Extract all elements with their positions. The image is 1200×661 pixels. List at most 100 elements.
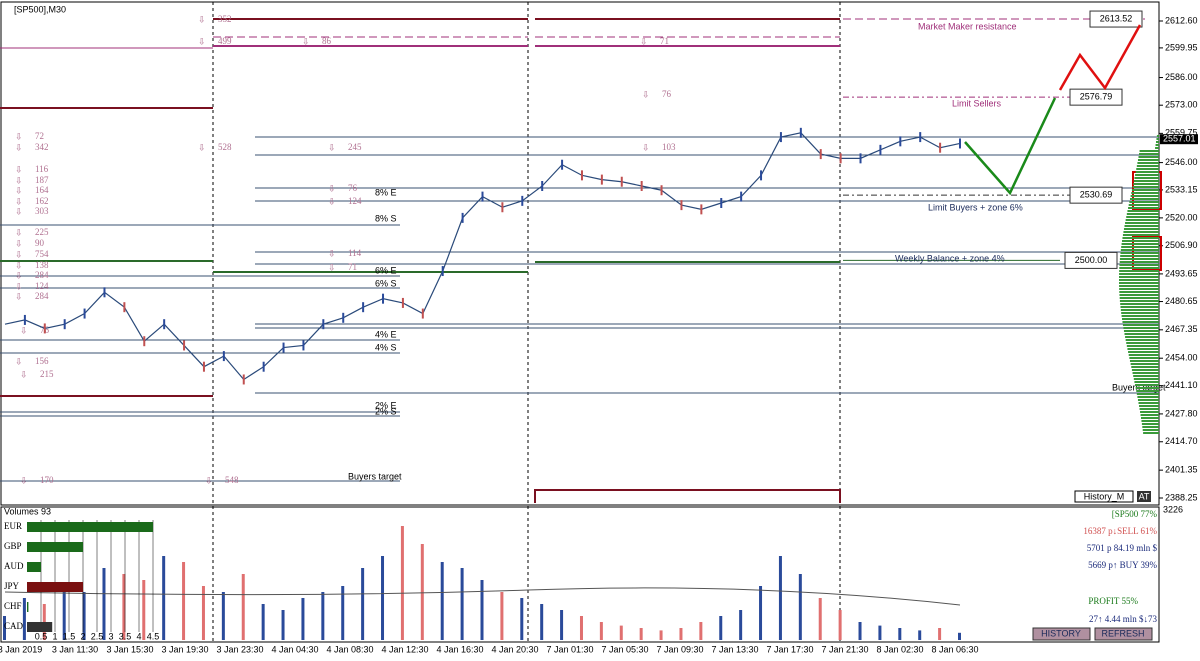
order-label: 71 bbox=[660, 36, 669, 46]
order-arrow: ⇩ bbox=[328, 196, 336, 206]
order-arrow: ⇩ bbox=[20, 475, 28, 485]
order-arrow: ⇩ bbox=[198, 14, 206, 24]
volume-bar bbox=[579, 616, 583, 640]
order-label: 225 bbox=[35, 227, 49, 237]
zone-label: 2% S bbox=[375, 406, 397, 416]
time-label: 7 Jan 09:30 bbox=[656, 644, 703, 654]
zone-label: 8% E bbox=[375, 187, 397, 197]
order-label: 138 bbox=[35, 260, 49, 270]
currency-tick: 2.5 bbox=[91, 631, 104, 641]
currency-bar bbox=[27, 562, 41, 572]
volume-bar bbox=[898, 628, 902, 640]
time-label: 3 Jan 23:30 bbox=[216, 644, 263, 654]
volume-bar bbox=[958, 632, 961, 640]
order-label: 76 bbox=[348, 183, 358, 193]
order-label: 156 bbox=[35, 356, 49, 366]
time-label: 8 Jan 06:30 bbox=[931, 644, 978, 654]
currency-tick: 4 bbox=[136, 631, 141, 641]
volume-bar bbox=[639, 628, 643, 640]
order-arrow: ⇩ bbox=[15, 270, 23, 280]
volume-bar bbox=[818, 598, 822, 640]
time-label: 3 Jan 15:30 bbox=[106, 644, 153, 654]
order-arrow: ⇩ bbox=[15, 206, 23, 216]
time-label: 3 Jan 2019 bbox=[0, 644, 42, 654]
price-label: 2520.00 bbox=[1165, 212, 1198, 222]
zone-label: 6% E bbox=[375, 265, 397, 275]
currency-name: GBP bbox=[4, 541, 22, 551]
time-label: 7 Jan 21:30 bbox=[821, 644, 868, 654]
level-value: 2500.00 bbox=[1075, 255, 1108, 265]
zone-label: 6% S bbox=[375, 278, 397, 288]
volume-bar bbox=[201, 586, 205, 640]
volume-bar bbox=[321, 592, 325, 640]
panel-line: 16387 p↓SELL 61% bbox=[1083, 526, 1157, 536]
order-label: 303 bbox=[35, 206, 49, 216]
zone-label: 2% E bbox=[375, 400, 397, 410]
forecast-arrow bbox=[964, 97, 1057, 196]
order-arrow: ⇩ bbox=[20, 369, 28, 379]
price-label: 2533.15 bbox=[1165, 184, 1198, 194]
volume-frame bbox=[0, 506, 1160, 643]
volume-bar bbox=[838, 610, 842, 640]
volume-bar bbox=[599, 622, 603, 640]
level-text: Market Maker resistance bbox=[918, 21, 1017, 31]
order-label: 187 bbox=[35, 175, 49, 185]
currency-tick: 1 bbox=[52, 631, 57, 641]
order-label: 164 bbox=[35, 185, 49, 195]
volume-bar bbox=[261, 604, 265, 640]
level-box bbox=[1089, 10, 1143, 28]
time-label: 7 Jan 13:30 bbox=[711, 644, 758, 654]
panel-button-label[interactable]: REFRESH bbox=[1101, 628, 1144, 638]
at-badge-label: AT bbox=[1139, 491, 1150, 501]
volume-bar bbox=[460, 568, 464, 640]
volume-bar bbox=[22, 598, 26, 640]
price-label: 2506.90 bbox=[1165, 240, 1198, 250]
panel-button[interactable] bbox=[1032, 627, 1091, 641]
order-label: 284 bbox=[35, 270, 49, 280]
order-arrow: ⇩ bbox=[15, 142, 23, 152]
price-label: 2612.60 bbox=[1165, 15, 1198, 25]
profit: PROFIT 55% bbox=[1088, 596, 1138, 606]
price-label: 2414.70 bbox=[1165, 436, 1198, 446]
current-price: 2557.01 bbox=[1163, 134, 1196, 144]
order-label: 499 bbox=[218, 36, 232, 46]
order-arrow: ⇩ bbox=[15, 131, 23, 141]
volumes-title: Volumes 93 bbox=[4, 506, 51, 516]
volume-bar bbox=[560, 610, 564, 640]
order-arrow: ⇩ bbox=[15, 291, 23, 301]
volume-axis-top: 3226 bbox=[1163, 504, 1183, 514]
panel-button[interactable] bbox=[1094, 627, 1153, 641]
panel-line: 5701 p 84.19 mln $ bbox=[1087, 543, 1158, 553]
price-label: 2599.95 bbox=[1165, 42, 1198, 52]
price-label: 2493.65 bbox=[1165, 268, 1198, 278]
forecast-arrow bbox=[1058, 24, 1142, 91]
volume-bar bbox=[162, 556, 166, 640]
order-label: 90 bbox=[35, 238, 45, 248]
currency-bar bbox=[27, 522, 153, 532]
price-label: 2546.00 bbox=[1165, 157, 1198, 167]
history-tab-label[interactable]: History_M bbox=[1084, 491, 1125, 501]
volume-bar bbox=[301, 598, 305, 640]
symbol: [SP500],M30 bbox=[14, 4, 66, 14]
volume-bar bbox=[122, 574, 126, 640]
order-label: 284 bbox=[35, 291, 49, 301]
panel-button-label[interactable]: HISTORY bbox=[1041, 628, 1081, 638]
volume-bar bbox=[540, 604, 544, 640]
order-label: 103 bbox=[662, 142, 676, 152]
volume-bar bbox=[82, 592, 86, 640]
price-label: 2586.00 bbox=[1165, 72, 1198, 82]
volume-bar bbox=[659, 630, 663, 640]
price-label: 2454.00 bbox=[1165, 353, 1198, 363]
order-arrow: ⇩ bbox=[15, 260, 23, 270]
time-label: 7 Jan 01:30 bbox=[546, 644, 593, 654]
volume-bar bbox=[182, 562, 186, 640]
history-tab[interactable] bbox=[1074, 490, 1134, 503]
volume-bar bbox=[679, 628, 683, 640]
volume-bar bbox=[420, 544, 424, 640]
volume-bar bbox=[878, 625, 882, 640]
order-arrow: ⇩ bbox=[302, 36, 310, 46]
currency-tick: 3 bbox=[108, 631, 113, 641]
currency-name: JPY bbox=[4, 581, 20, 591]
volume-bar bbox=[361, 568, 365, 640]
volume-bar bbox=[341, 586, 345, 640]
